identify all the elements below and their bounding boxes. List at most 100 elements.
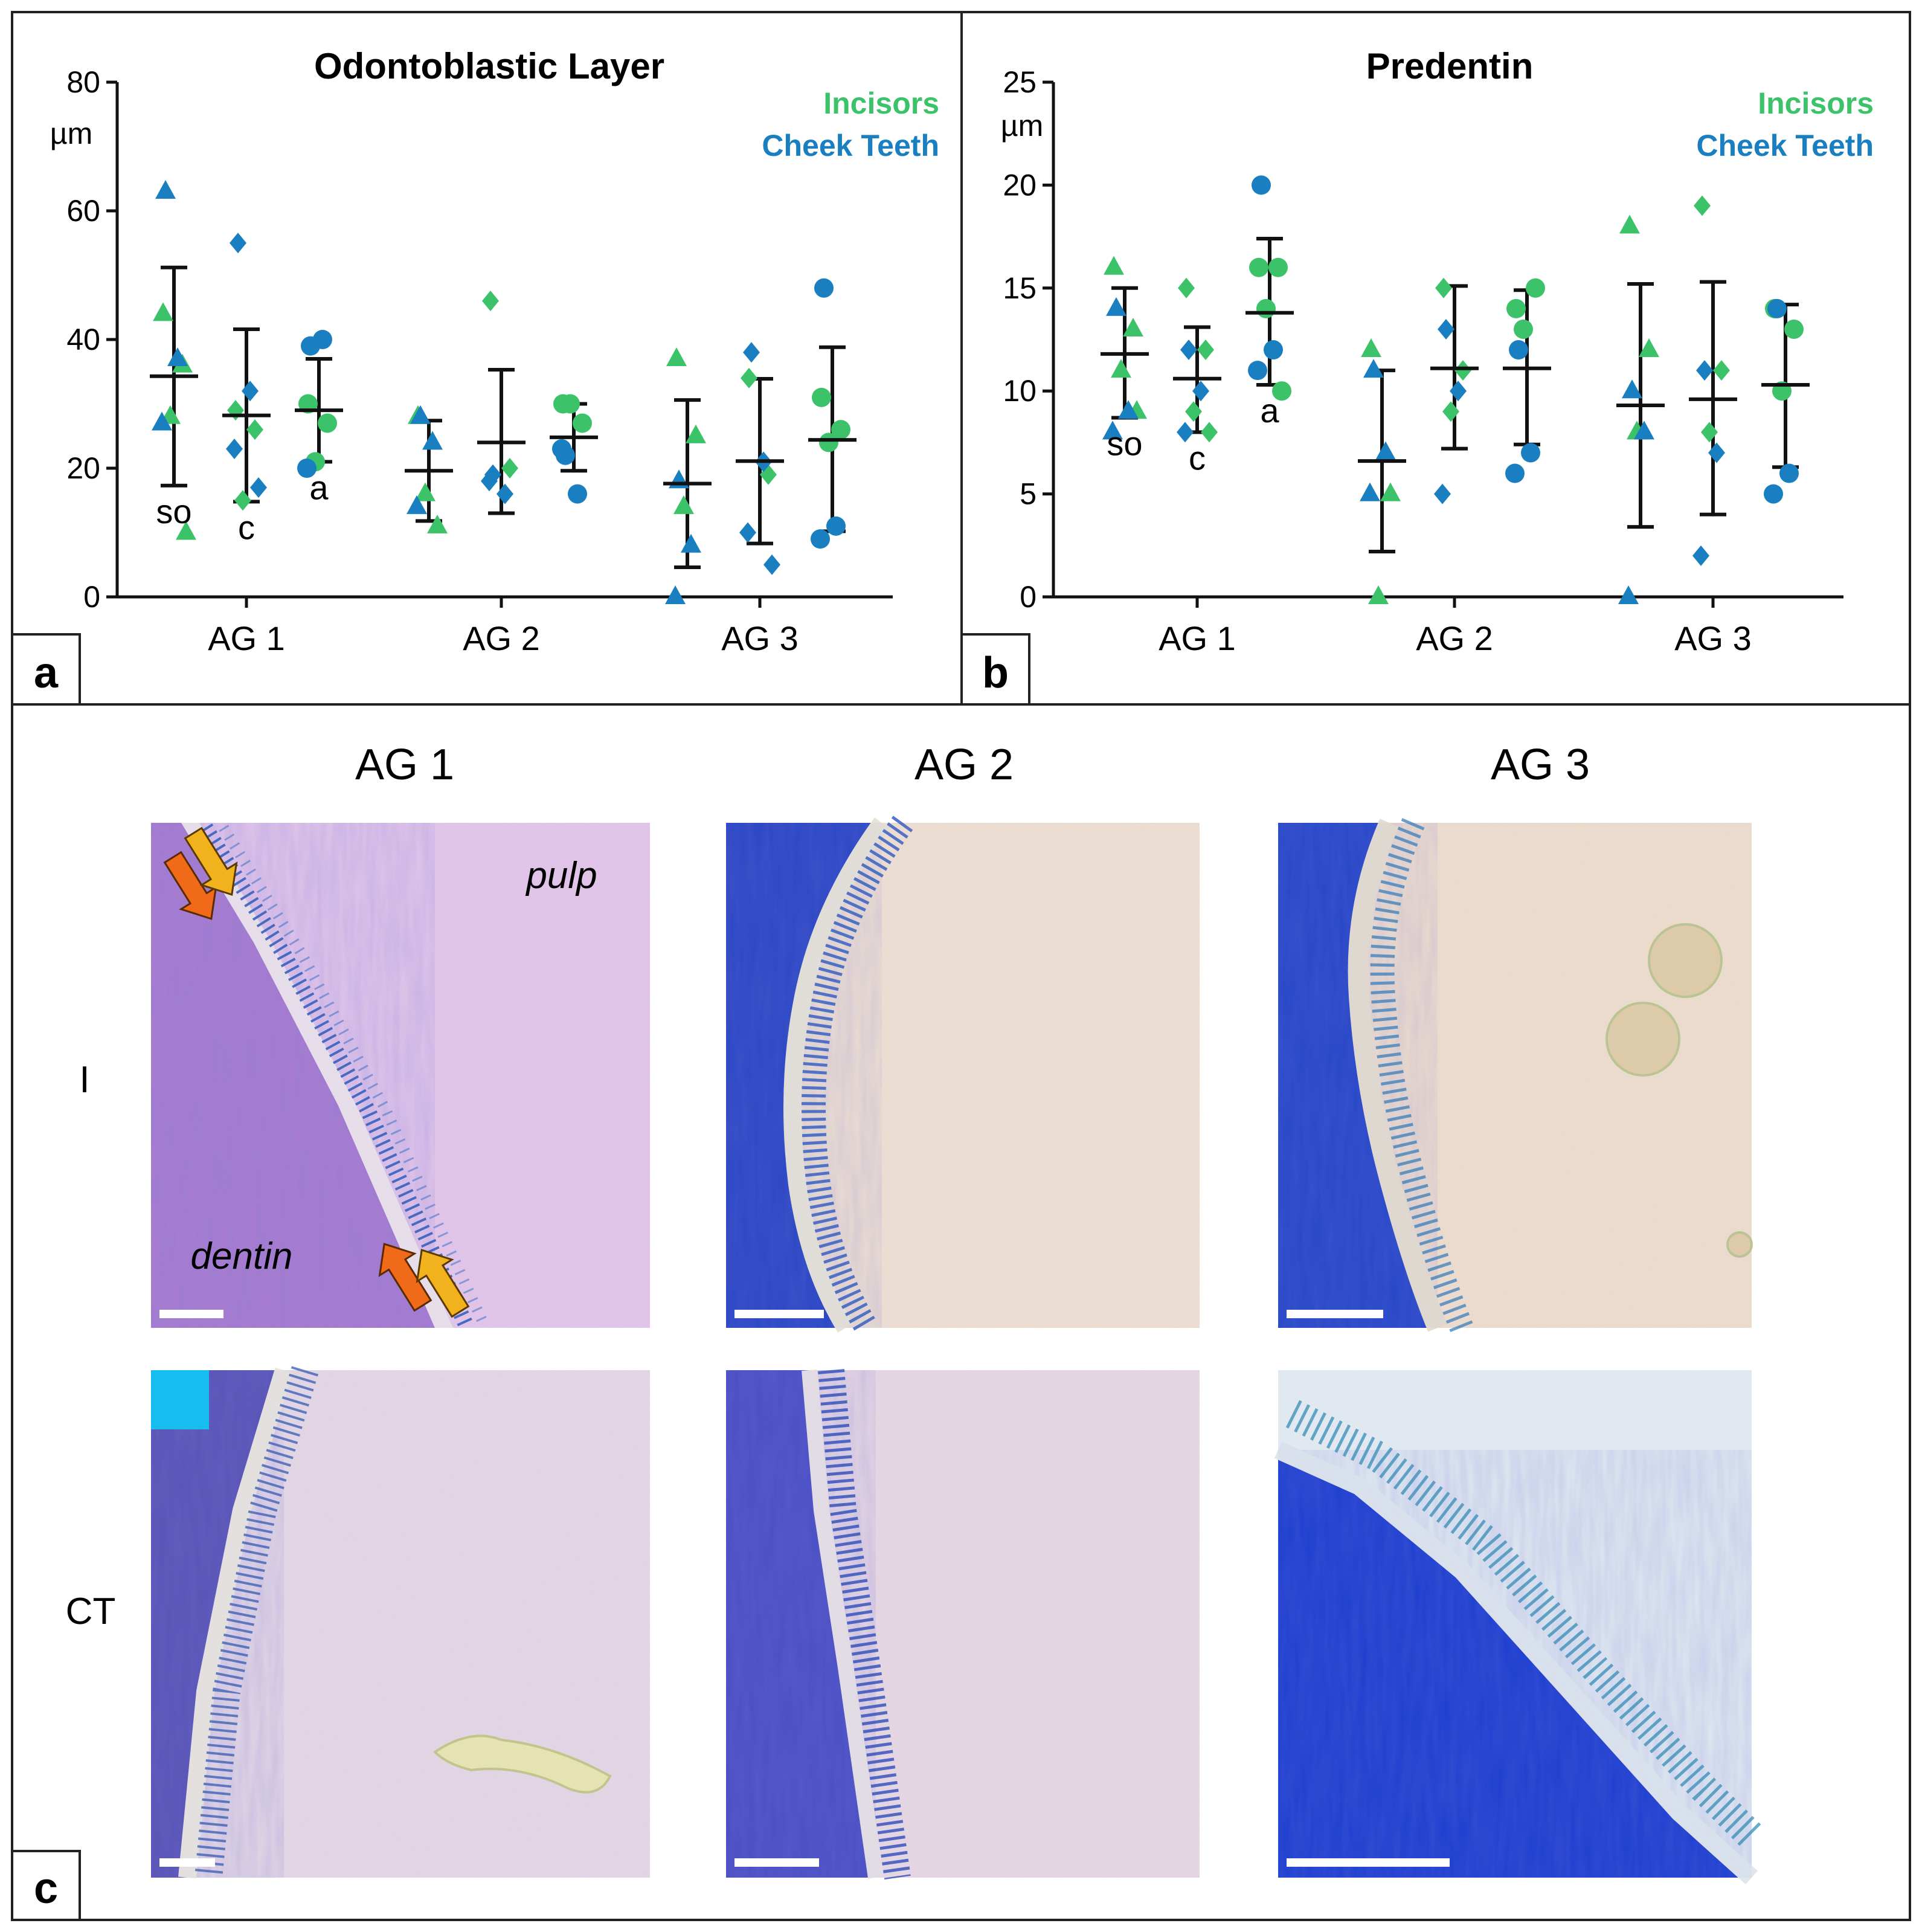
panel-b-label-box	[960, 633, 1030, 706]
data-point-incisor	[1514, 319, 1533, 339]
y-tick-label: 5	[1020, 477, 1037, 511]
micrograph-row-cheek-teeth: CT	[66, 1591, 116, 1632]
panel-c-label: c	[34, 1864, 58, 1913]
data-point-incisor	[1713, 360, 1730, 381]
micrograph-row-incisors: I	[79, 1059, 89, 1101]
data-point-incisor	[1784, 319, 1804, 339]
data-point-cheek-teeth	[814, 278, 834, 298]
data-point-incisor	[561, 394, 580, 414]
data-point-cheek-teeth	[1248, 361, 1267, 381]
arrow-orange-top-icon	[163, 851, 217, 920]
data-point-cheek-teeth	[313, 330, 332, 349]
data-point-cheek-teeth	[1106, 297, 1127, 316]
data-point-incisor	[819, 433, 838, 452]
data-point-cheek-teeth	[739, 522, 756, 543]
data-point-cheek-teeth	[568, 484, 587, 504]
data-point-incisor	[1368, 585, 1389, 604]
data-point-cheek-teeth	[1375, 441, 1396, 460]
micrograph-column-ag1: AG 1	[355, 741, 454, 789]
data-point-cheek-teeth	[826, 516, 846, 536]
data-point-cheek-teeth	[1252, 175, 1271, 195]
data-point-cheek-teeth	[497, 483, 513, 504]
data-point-cheek-teeth	[1764, 484, 1783, 504]
data-point-incisor	[1639, 338, 1659, 358]
data-point-incisor	[501, 458, 518, 478]
data-point-incisor	[831, 420, 850, 440]
annotation-dentin: dentin	[191, 1235, 293, 1277]
scale-bar	[1287, 1858, 1450, 1867]
data-point-cheek-teeth	[226, 439, 243, 460]
micrograph-cheek-ag1	[151, 1366, 650, 1879]
panel-a-frame	[11, 11, 963, 706]
data-point-cheek-teeth	[230, 233, 246, 254]
x-tick-label: AG 2	[1416, 619, 1493, 657]
data-point-incisor	[1526, 278, 1545, 298]
data-point-cheek-teeth	[763, 554, 780, 575]
data-point-cheek-teeth	[407, 495, 427, 514]
scale-bar	[159, 1858, 215, 1867]
significance-label: so	[1107, 425, 1142, 463]
data-point-incisor	[1104, 256, 1124, 275]
data-point-incisor	[1454, 360, 1471, 381]
data-point-cheek-teeth	[811, 529, 830, 549]
data-point-cheek-teeth	[1438, 318, 1454, 340]
data-point-cheek-teeth	[1708, 442, 1725, 463]
data-point-cheek-teeth	[1118, 400, 1139, 419]
y-tick-label: 40	[66, 323, 100, 356]
chart-a-ylabel: µm	[50, 117, 92, 150]
micrograph-column-ag2: AG 2	[914, 741, 1014, 789]
chart-b-title: Predentin	[1366, 46, 1534, 86]
data-point-incisor	[227, 400, 244, 421]
data-point-cheek-teeth	[152, 411, 172, 431]
data-point-cheek-teeth	[1434, 483, 1451, 504]
data-point-cheek-teeth	[1192, 381, 1209, 402]
significance-label: a	[1260, 391, 1279, 430]
y-tick-label: 60	[66, 194, 100, 228]
data-point-incisor	[427, 514, 448, 533]
data-point-incisor	[482, 291, 499, 312]
chart-b-legend-incisors: Incisors	[1758, 86, 1874, 120]
chart-b-ylabel: µm	[1001, 109, 1043, 143]
data-point-cheek-teeth	[1180, 340, 1197, 361]
data-point-cheek-teeth	[250, 477, 267, 498]
y-tick-label: 0	[1020, 580, 1037, 614]
data-point-cheek-teeth	[681, 533, 701, 553]
data-point-incisor	[1111, 359, 1131, 378]
data-point-incisor	[666, 347, 687, 366]
data-point-cheek-teeth	[1767, 298, 1787, 318]
data-point-incisor	[741, 367, 757, 388]
data-point-incisor	[318, 413, 337, 433]
data-point-cheek-teeth	[167, 347, 188, 366]
data-point-cheek-teeth	[1505, 463, 1525, 483]
data-point-incisor	[573, 413, 592, 433]
data-point-cheek-teeth	[422, 431, 443, 450]
chart-a-title: Odontoblastic Layer	[314, 46, 664, 86]
chart-odontoblastic-layer: Odontoblastic Layer Incisors Cheek Teeth…	[50, 46, 939, 657]
data-point-incisor	[1178, 277, 1195, 298]
y-tick-label: 80	[66, 65, 100, 99]
x-tick-label: AG 3	[721, 619, 799, 657]
data-point-incisor	[1123, 317, 1143, 336]
micrograph-incisor-ag2	[726, 816, 1200, 1335]
data-point-incisor	[246, 419, 263, 440]
micrograph-cheek-ag3	[1274, 1370, 1763, 1885]
data-point-incisor	[1361, 338, 1381, 358]
data-point-incisor	[1435, 277, 1452, 298]
scale-bar	[159, 1310, 223, 1318]
data-point-incisor	[812, 387, 831, 407]
data-point-incisor	[176, 521, 196, 540]
arrow-orange-bottom-icon	[378, 1243, 432, 1312]
y-tick-label: 20	[66, 451, 100, 485]
data-point-cheek-teeth	[1264, 340, 1283, 360]
y-tick-label: 10	[1003, 374, 1037, 408]
data-point-incisor	[673, 495, 694, 514]
data-point-cheek-teeth	[1692, 545, 1709, 566]
y-tick-label: 25	[1003, 65, 1037, 99]
scale-bar	[734, 1858, 819, 1867]
chart-predentin: Predentin Incisors Cheek Teeth µm 0 5 10 15…	[1001, 46, 1874, 657]
y-tick-label: 0	[83, 580, 100, 614]
micrograph-incisor-ag3	[1278, 818, 1753, 1333]
significance-label: c	[238, 508, 255, 546]
chart-b-legend-cheek-teeth: Cheek Teeth	[1696, 129, 1874, 163]
